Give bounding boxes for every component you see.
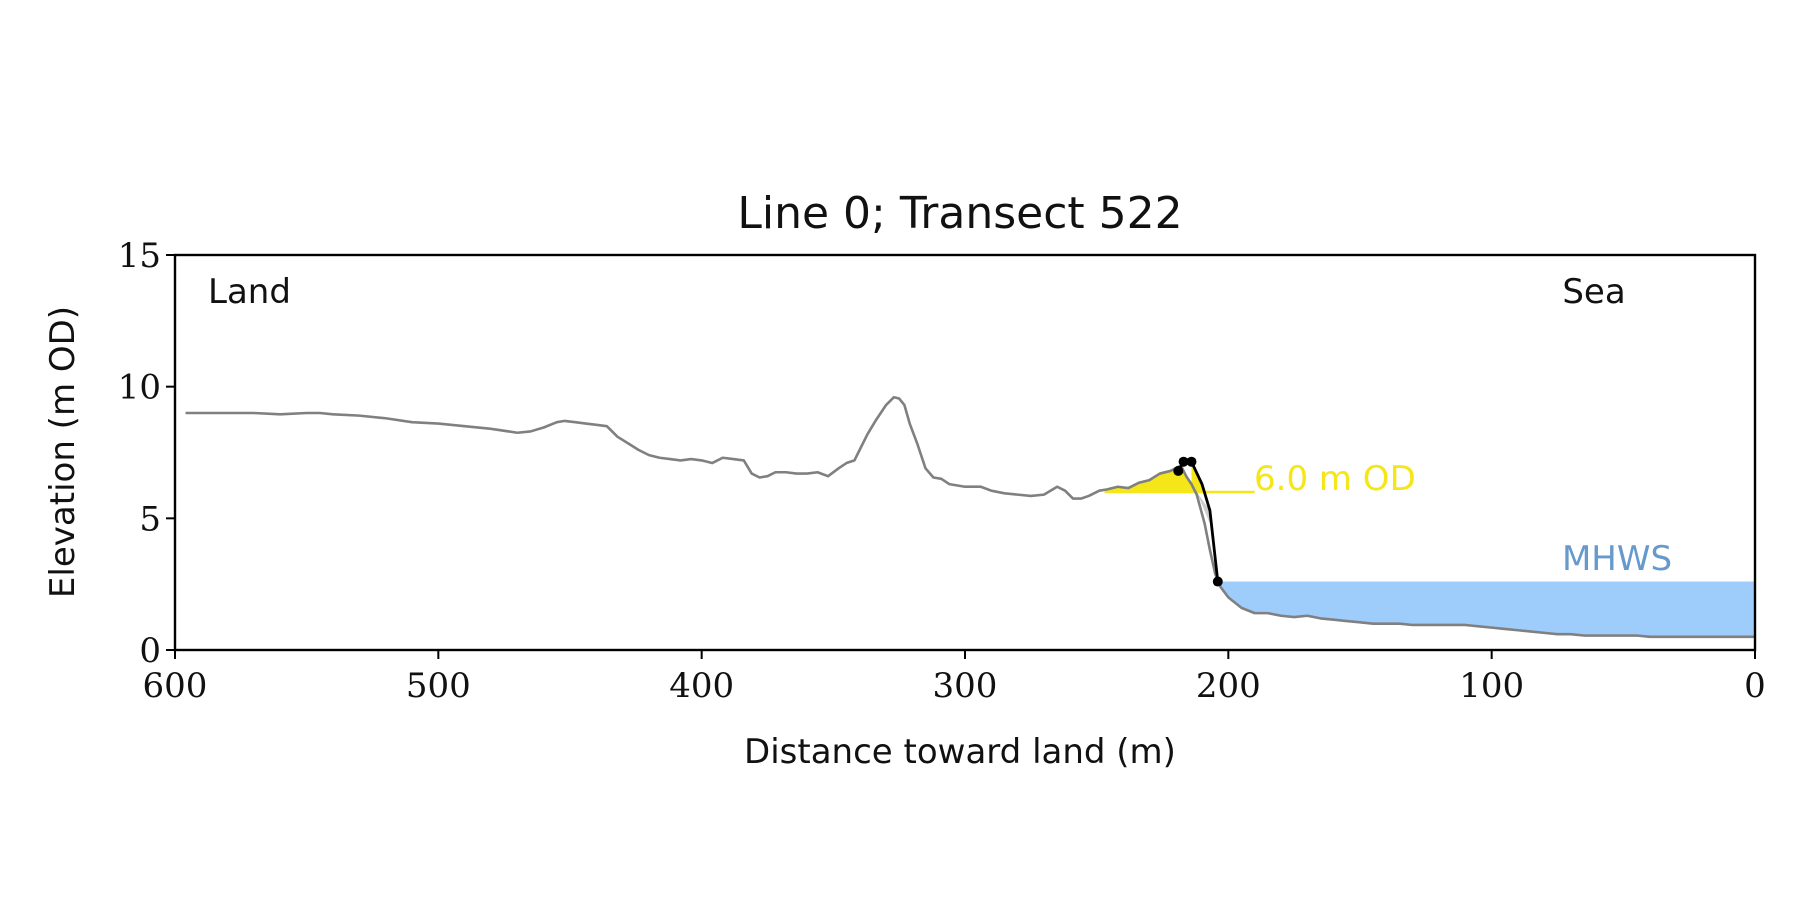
x-tick-label: 500 (406, 666, 471, 706)
x-axis-label: Distance toward land (m) (744, 732, 1176, 772)
x-tick-label: 100 (1459, 666, 1524, 706)
toe-wedge (1196, 492, 1218, 582)
land-label: Land (208, 272, 291, 312)
profile-line (185, 395, 1755, 639)
y-tick-label: 10 (118, 368, 161, 408)
x-tick-label: 0 (1744, 666, 1766, 706)
cliff-point (1178, 456, 1189, 467)
x-tick-label: 200 (1196, 666, 1261, 706)
cliff-point (1186, 456, 1197, 467)
x-axis: 600 500 400 300 200 100 0 (143, 650, 1766, 706)
sea-label: Sea (1562, 272, 1625, 312)
cliff-point (1212, 576, 1223, 587)
y-tick-label: 15 (118, 236, 161, 276)
cliff-point (1173, 465, 1184, 476)
threshold-level-label: 6.0 m OD (1254, 459, 1416, 499)
y-axis: 0 5 10 15 (118, 236, 175, 671)
y-axis-label: Elevation (m OD) (43, 306, 83, 598)
x-tick-label: 400 (669, 666, 734, 706)
plot-area (185, 395, 1755, 639)
x-tick-label: 600 (143, 666, 208, 706)
y-tick-label: 0 (139, 631, 161, 671)
mhws-fill (1217, 580, 1755, 637)
x-tick-label: 300 (933, 666, 998, 706)
chart-title: Line 0; Transect 522 (737, 188, 1182, 239)
mhws-label: MHWS (1562, 539, 1672, 579)
y-tick-label: 5 (139, 499, 161, 539)
